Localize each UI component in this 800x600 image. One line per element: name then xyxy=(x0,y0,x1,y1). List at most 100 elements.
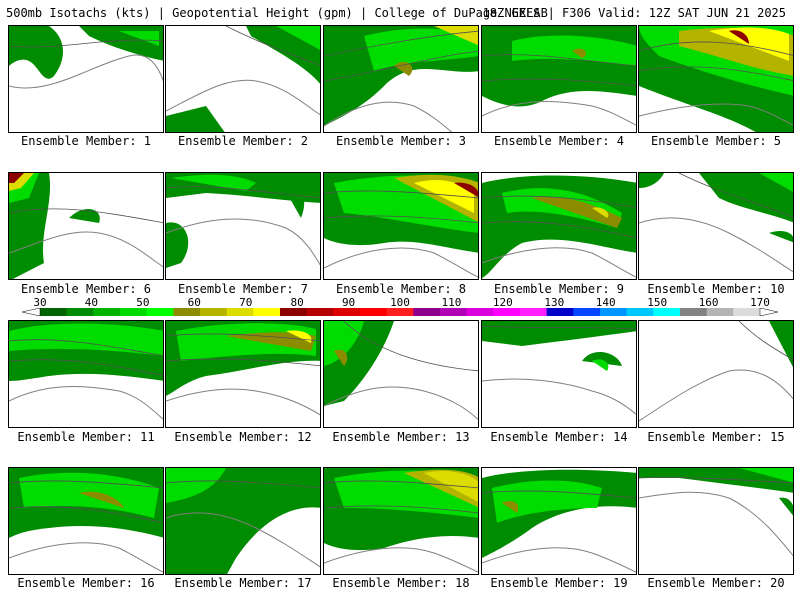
colorbar-swatch xyxy=(466,308,494,316)
isotach-shading xyxy=(582,351,622,366)
coastline xyxy=(324,101,453,132)
height-contour xyxy=(639,41,793,56)
isotach-shading xyxy=(364,28,478,71)
colorbar-tick-label: 90 xyxy=(341,296,356,309)
ensemble-map-panel xyxy=(638,172,794,280)
height-contour xyxy=(639,477,793,484)
isotach-shading xyxy=(246,26,320,84)
isotach-shading xyxy=(532,196,622,228)
coastline xyxy=(166,388,320,416)
ensemble-member-label: Ensemble Member: 4 xyxy=(493,134,625,148)
isotach-shading xyxy=(166,106,225,132)
coastline xyxy=(9,386,163,420)
colorbar-swatch xyxy=(440,308,468,316)
isotach-map xyxy=(9,468,163,573)
colorbar-swatch xyxy=(493,308,521,316)
isotach-shading xyxy=(171,174,256,191)
ensemble-member-label: Ensemble Member: 17 xyxy=(174,576,312,590)
coastline xyxy=(482,547,636,573)
ensemble-map-panel xyxy=(165,172,321,280)
ensemble-member-label: Ensemble Member: 2 xyxy=(177,134,309,148)
coastline xyxy=(482,101,636,126)
isotach-map xyxy=(166,26,320,132)
height-contour xyxy=(166,186,320,199)
ensemble-member-label: Ensemble Member: 7 xyxy=(177,282,309,296)
height-contour xyxy=(324,50,478,82)
isotach-shading xyxy=(226,332,316,351)
height-contour xyxy=(9,480,163,489)
colorbar-left-arrow xyxy=(21,308,41,316)
ensemble-map-panel xyxy=(8,467,164,575)
isotach-map xyxy=(482,321,636,415)
colorbar-swatch xyxy=(520,308,548,316)
colorbar-swatch xyxy=(253,308,281,316)
isotach-shading xyxy=(324,321,364,366)
colorbar-tick-label: 160 xyxy=(698,296,719,309)
coastline xyxy=(324,247,478,278)
colorbar-tick-label: 80 xyxy=(290,296,304,309)
coastline xyxy=(482,378,636,415)
ensemble-member-label: Ensemble Member: 20 xyxy=(647,576,785,590)
ensemble-member-label: Ensemble Member: 19 xyxy=(490,576,628,590)
isotach-map xyxy=(166,173,320,268)
colorbar-swatch xyxy=(226,308,254,316)
colorbar-tick-label: 70 xyxy=(239,296,253,309)
colorbar-swatch xyxy=(626,308,654,316)
isotach-shading xyxy=(709,27,789,61)
ensemble-map-panel xyxy=(165,25,321,133)
height-contour xyxy=(9,208,163,224)
ensemble-map-panel xyxy=(8,320,164,428)
isotach-map xyxy=(324,321,478,420)
colorbar-swatch xyxy=(386,308,414,316)
colorbar-tick-label: 150 xyxy=(647,296,668,309)
coastline xyxy=(639,369,793,422)
colorbar-tick-label: 120 xyxy=(492,296,513,309)
isotach-map xyxy=(166,321,320,416)
colorbar-swatch xyxy=(706,308,734,316)
colorbar-tick-label: 30 xyxy=(33,296,47,309)
coastline xyxy=(9,54,163,89)
colorbar-swatch xyxy=(653,308,681,316)
isotach-shading xyxy=(69,208,100,223)
colorbar-tick-label: 50 xyxy=(136,296,150,309)
colorbar-tick-label: 100 xyxy=(390,296,410,309)
isotach-map xyxy=(482,26,636,126)
ensemble-map-panel xyxy=(481,172,637,280)
ensemble-member-label: Ensemble Member: 8 xyxy=(335,282,467,296)
isotach-shading xyxy=(592,207,609,218)
ensemble-member-label: Ensemble Member: 6 xyxy=(20,282,152,296)
height-contour xyxy=(166,480,320,489)
ensemble-member-label: Ensemble Member: 18 xyxy=(332,576,470,590)
isotach-map xyxy=(639,468,793,557)
colorbar-tick-label: 110 xyxy=(441,296,462,309)
colorbar-swatch xyxy=(280,308,308,316)
coastline xyxy=(639,103,793,126)
colorbar-tick-label: 40 xyxy=(84,296,99,309)
height-contour xyxy=(482,195,636,209)
height-contour xyxy=(678,173,793,218)
isotach-shading xyxy=(9,26,64,79)
colorbar-tick-label: 60 xyxy=(187,296,201,309)
chart-header: 500mb Isotachs (kts) | Geopotential Heig… xyxy=(6,6,796,24)
colorbar-swatch xyxy=(66,308,94,316)
isotach-map xyxy=(9,321,163,420)
isotach-shading xyxy=(639,173,664,188)
ensemble-member-label: Ensemble Member: 14 xyxy=(490,430,628,444)
isotach-shading xyxy=(394,61,413,76)
colorbar-swatch xyxy=(733,308,761,316)
height-contour xyxy=(166,333,320,342)
colorbar-swatch xyxy=(546,308,574,316)
height-contour xyxy=(166,358,320,367)
colorbar-swatch xyxy=(413,308,441,316)
ensemble-member-label: Ensemble Member: 13 xyxy=(332,430,470,444)
ensemble-member-label: Ensemble Member: 12 xyxy=(174,430,312,444)
isotach-shading xyxy=(482,321,636,346)
ensemble-member-label: Ensemble Member: 9 xyxy=(493,282,625,296)
colorbar-swatch xyxy=(146,308,174,316)
ensemble-map-panel xyxy=(165,320,321,428)
isotach-shading xyxy=(9,323,163,356)
isotach-map xyxy=(639,321,793,422)
isotach-shading xyxy=(769,231,793,243)
coastline xyxy=(166,512,320,568)
isotach-shading xyxy=(79,491,124,508)
